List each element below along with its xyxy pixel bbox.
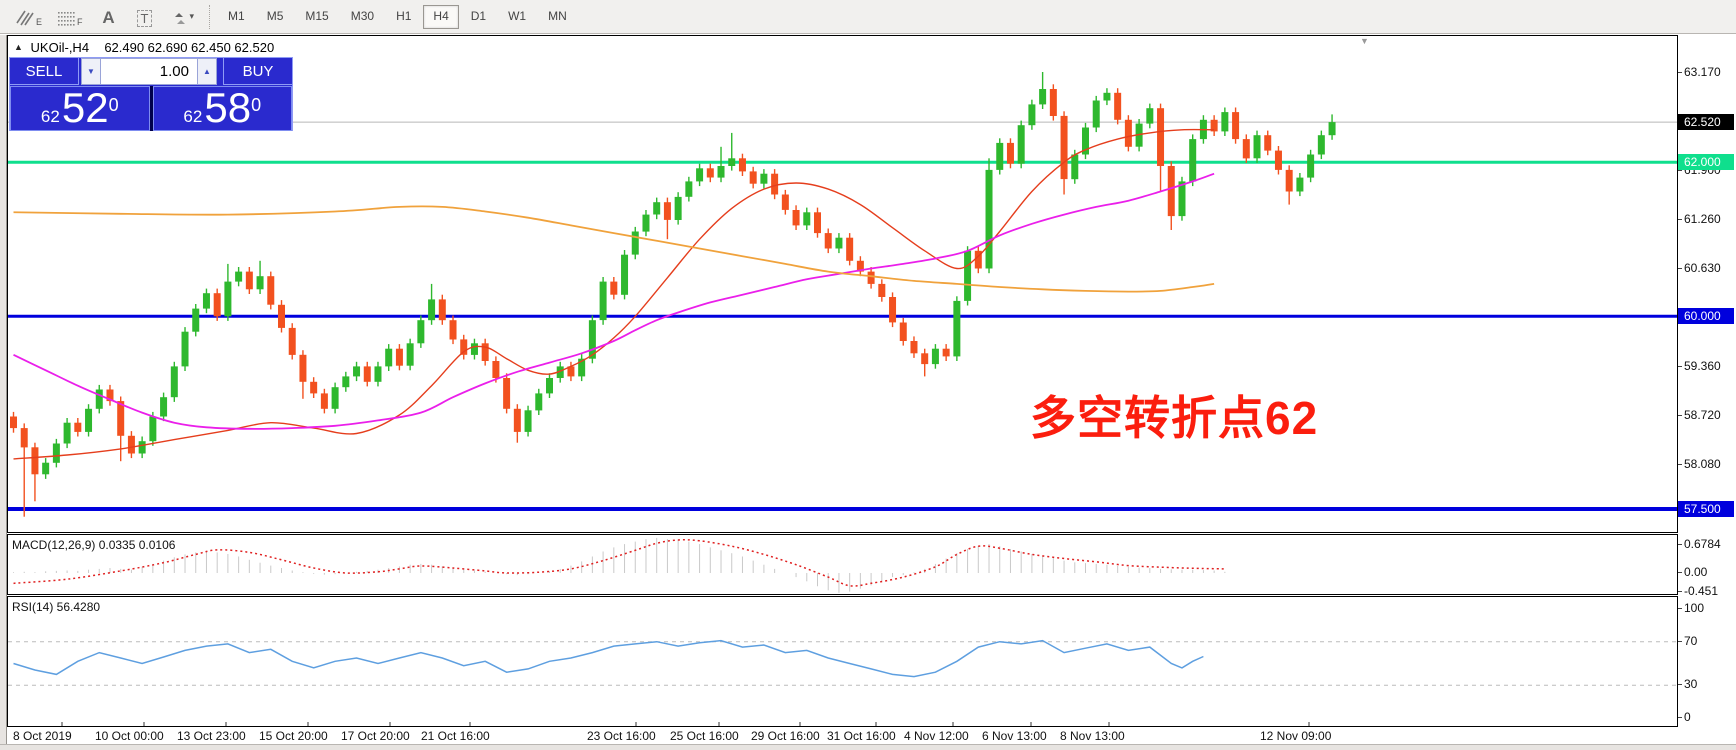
trade-panel-divider [149,86,153,131]
grid-tool[interactable]: F [53,4,88,30]
date-tick-label: 10 Oct 00:00 [95,729,164,743]
date-tick-label: 23 Oct 16:00 [587,729,656,743]
sell-price-prefix: 62 [40,107,60,126]
time-axis[interactable]: 8 Oct 2019 10 Oct 00:00 13 Oct 23:00 15 Oct… [7,727,1678,744]
rsi-line [13,639,1204,678]
toolbar: E F A T ▾ M1 M5 M15 M30 H1 H4 D1 W1 MN [0,0,1736,34]
rsi-axis-label: 0 [1678,710,1691,724]
rsi-pane[interactable] [7,596,1678,727]
date-tick-label: 15 Oct 20:00 [259,729,328,743]
text-box-tool[interactable]: T [130,4,160,30]
rsi-axis-label: 100 [1677,601,1705,615]
timeframe-m1[interactable]: M1 [228,8,245,23]
trade-panel-controls: SELL ▼ ▲ BUY [10,58,292,85]
volume-decrease-button[interactable]: ▼ [81,58,101,85]
arrange-tool[interactable]: ▾ [166,4,200,30]
timeframe-m5[interactable]: M5 [266,8,284,23]
sell-price-main: 52 [61,84,109,131]
date-tick-label: 8 Oct 2019 [13,729,72,743]
macd-signal-line [13,539,1225,587]
hatch-draw-tool[interactable]: E [10,4,47,30]
date-tick-label: 31 Oct 16:00 [827,729,896,743]
price-level-tag: 60.000 [1678,308,1734,325]
rsi-axis-label: 30 [1677,677,1698,692]
date-tick-label: 25 Oct 16:00 [670,729,739,743]
timeframe-mn[interactable]: MN [548,8,567,23]
timeframe-w1[interactable]: W1 [508,8,527,23]
candlestick-chart[interactable] [8,36,1677,532]
date-tick-label: 13 Oct 23:00 [177,729,246,743]
date-tick-label: 12 Nov 09:00 [1260,729,1332,743]
macd-axis-label: -0.451 [1677,583,1719,598]
rsi-indicator-label: RSI(14) 56.4280 [12,600,101,614]
price-tick-label: 58.080 [1678,457,1721,472]
chart-shift-marker-icon[interactable]: ▼ [1360,36,1369,46]
chart-ohlc-quote: 62.490 62.690 62.450 62.520 [104,40,275,55]
sell-price-sup: 0 [108,95,119,115]
price-tick-label: 61.260 [1678,212,1721,227]
date-tick-label: 17 Oct 20:00 [341,729,410,743]
window-bottom-edge [0,744,1736,750]
ma-mid-magenta [13,172,1215,430]
trade-panel-prices: 62 52 0 62 58 0 [10,86,292,131]
date-tick-label: 6 Nov 13:00 [982,729,1047,743]
volume-increase-button[interactable]: ▲ [197,58,217,85]
ma-slow-orange [13,205,1215,293]
price-level-tag: 62.000 [1678,154,1734,171]
date-tick-label: 4 Nov 12:00 [904,729,969,743]
price-level-tag: 57.500 [1678,500,1734,517]
timeframe-group: M1 M5 M15 M30 H1 H4 D1 W1 MN [218,4,579,29]
timeframe-d1[interactable]: D1 [470,8,487,23]
buy-price-sup: 0 [251,95,262,115]
price-tick-label: 60.630 [1678,260,1721,275]
price-axis[interactable]: 63.17061.90061.26060.63059.36058.72058.0… [1677,35,1736,727]
rsi-chart [8,639,1677,726]
timeframe-m30[interactable]: M30 [350,8,375,23]
macd-chart [13,537,1226,593]
sell-price[interactable]: 62 52 0 [10,86,150,131]
drawing-tools-group: E F A T ▾ [10,4,205,30]
date-tick-label: 8 Nov 13:00 [1060,729,1125,743]
macd-axis-label: 0.6784 [1678,536,1721,551]
date-tick-label: 21 Oct 16:00 [421,729,490,743]
price-level-tag: 62.520 [1678,114,1734,131]
volume-input[interactable] [101,58,197,85]
timeframe-m15[interactable]: M15 [305,8,329,23]
timeframe-h4[interactable]: H4 [423,4,459,29]
one-click-trading-panel: SELL ▼ ▲ BUY 62 52 0 62 58 0 [9,57,293,131]
buy-button[interactable]: BUY [223,58,292,85]
price-tick-label: 58.720 [1678,407,1721,422]
chart-text-annotation: 多空转折点62 [1030,392,1319,444]
macd-pane[interactable] [7,534,1678,595]
buy-price-prefix: 62 [183,107,203,126]
macd-axis-label: 0.00 [1677,565,1708,579]
macd-indicator-label: MACD(12,26,9) 0.0335 0.0106 [12,538,176,552]
price-tick-label: 59.360 [1678,358,1721,373]
collapse-trade-panel-icon[interactable]: ▲ [14,42,23,52]
toolbar-separator [209,4,211,29]
date-tick-label: 29 Oct 16:00 [751,729,820,743]
sell-button[interactable]: SELL [10,58,79,85]
chart-symbol-title: UKOil-,H4 [30,40,90,55]
buy-price-main: 58 [204,84,252,131]
price-tick-label: 63.170 [1678,65,1721,79]
rsi-axis-label: 70 [1677,633,1698,648]
text-a-tool[interactable]: A [102,7,115,27]
buy-price[interactable]: 62 58 0 [152,84,292,131]
chart-title-row: ▲ UKOil-,H4 62.490 62.690 62.450 62.520 [14,40,274,55]
timeframe-h1[interactable]: H1 [396,8,412,23]
ma-fast-red [13,128,1215,460]
window-left-edge [0,35,7,744]
